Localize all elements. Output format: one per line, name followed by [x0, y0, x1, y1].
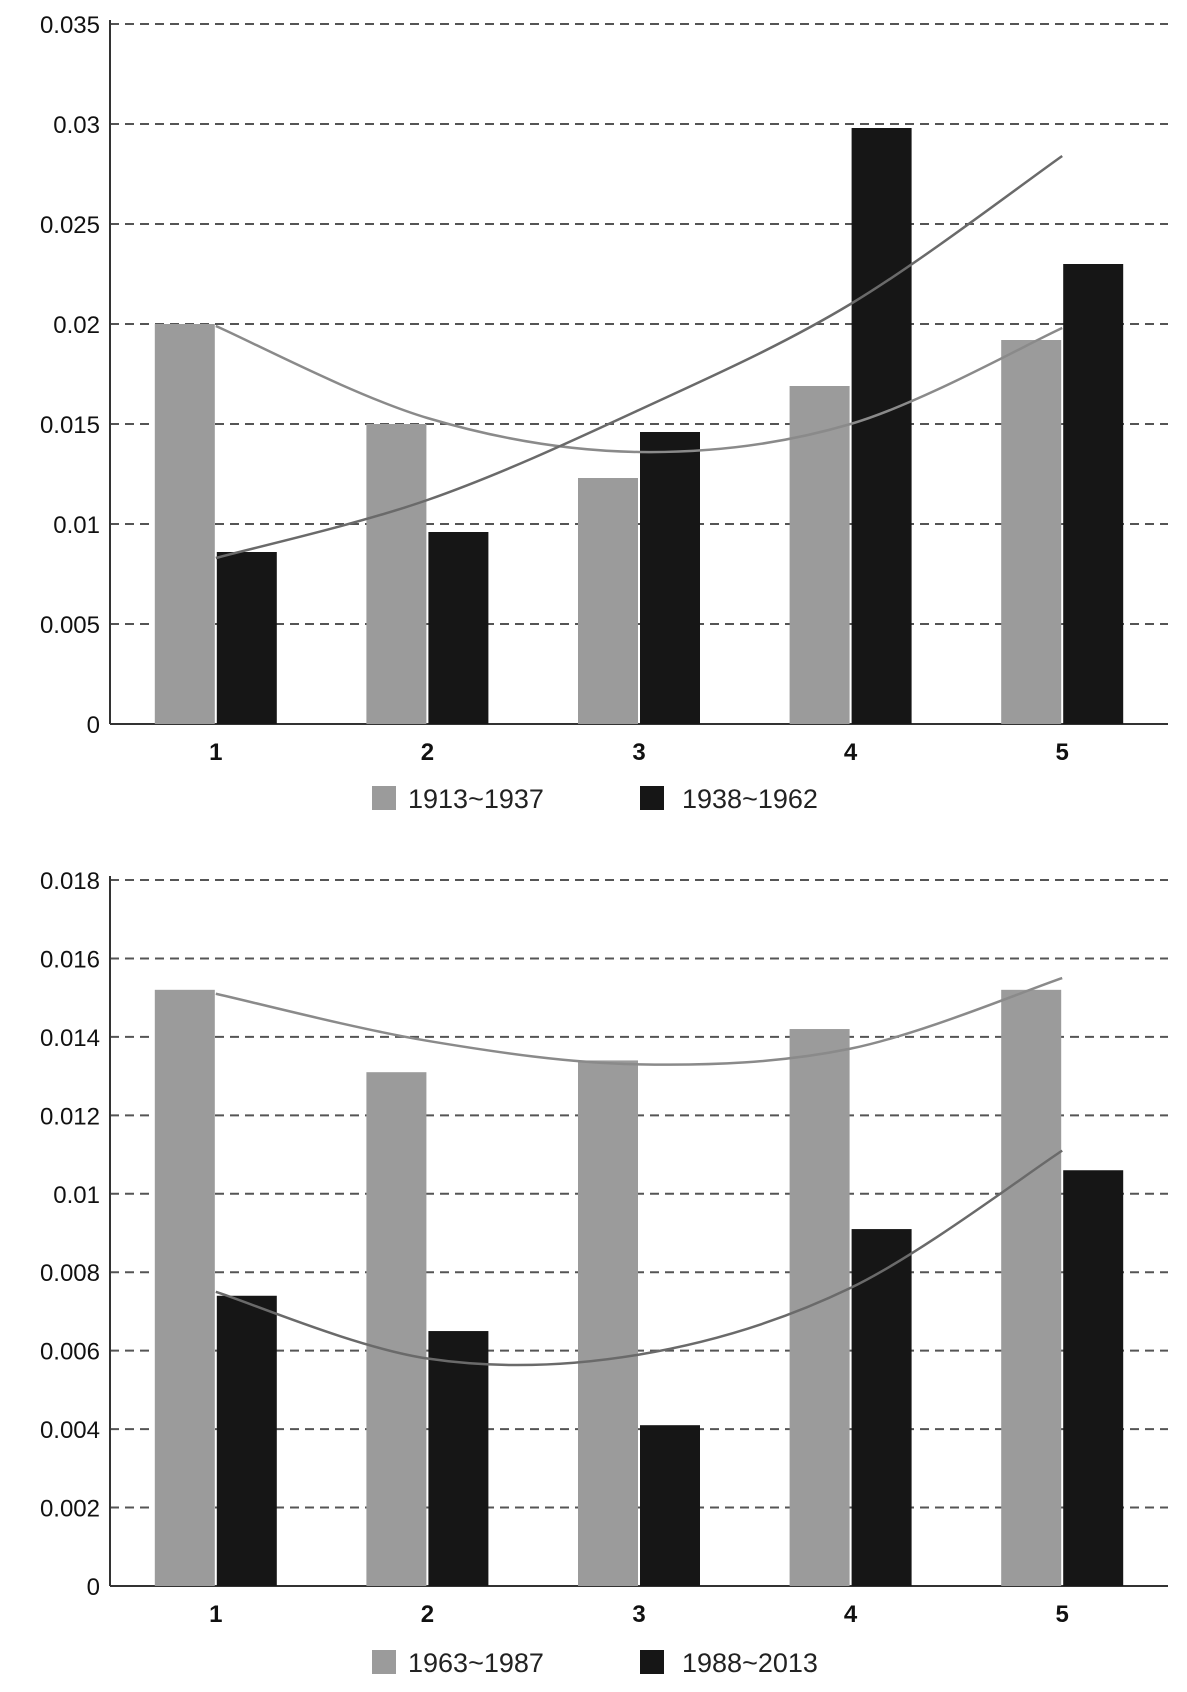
x-tick-label: 1 [209, 739, 222, 766]
legend-swatch-1 [372, 786, 396, 810]
bar-series-2-cat-4 [851, 1229, 912, 1586]
legend-label-2: 1988~2013 [682, 1648, 818, 1678]
bar-series-1-cat-2 [366, 1072, 427, 1586]
legend-label-2: 1938~1962 [682, 784, 818, 814]
bar-series-2-cat-1 [216, 552, 277, 724]
y-tick-label: 0.015 [40, 412, 100, 439]
y-tick-label: 0.004 [40, 1417, 100, 1444]
bar-series-2-cat-3 [640, 432, 700, 724]
y-tick-label: 0.03 [53, 112, 100, 139]
bar-series-2-cat-3 [640, 1425, 700, 1586]
chart-1: 0 0.005 0.01 0.015 0.02 0.025 0.03 0.035 1 2 3 4 5 19… [40, 12, 1168, 814]
trendline-1 [215, 324, 1063, 454]
y-tick-label: 0 [87, 1574, 100, 1601]
bar-series-2-cat-1 [216, 1295, 277, 1586]
legend-swatch-1 [372, 1650, 396, 1674]
bar-series-1-cat-4 [789, 1029, 850, 1586]
bar-series-1-cat-1 [154, 324, 215, 724]
bar-series-1-cat-2 [366, 424, 427, 724]
bar-series-1-cat-5 [1001, 340, 1062, 724]
legend-label-1: 1963~1987 [408, 1648, 544, 1678]
chart-2: 0 0.002 0.004 0.006 0.008 0.01 0.012 0.014 0.016… [40, 868, 1168, 1678]
y-tick-label: 0.02 [53, 312, 100, 339]
bar-series-2-cat-4 [851, 128, 912, 724]
bar-series-2-cat-2 [428, 532, 489, 724]
y-tick-label: 0.008 [40, 1260, 100, 1287]
x-tick-label: 4 [844, 739, 858, 766]
y-tick-label: 0.006 [40, 1339, 100, 1366]
x-tick-label: 3 [632, 739, 645, 766]
y-tick-label: 0.016 [40, 946, 100, 973]
y-tick-label: 0.025 [40, 212, 100, 239]
legend-swatch-2 [640, 1650, 664, 1674]
bar-series-1-cat-3 [578, 1060, 638, 1586]
trendline-2 [215, 154, 1063, 560]
y-tick-label: 0.01 [53, 1182, 100, 1209]
y-tick-label: 0.035 [40, 12, 100, 39]
x-tick-label: 4 [844, 1601, 858, 1628]
y-tick-label: 0.012 [40, 1103, 100, 1130]
y-tick-label: 0.005 [40, 612, 100, 639]
bar-series-1-cat-4 [789, 386, 850, 724]
x-tick-label: 5 [1056, 739, 1069, 766]
y-tick-label: 0.014 [40, 1025, 100, 1052]
x-tick-label: 1 [209, 1601, 222, 1628]
legend-swatch-2 [640, 786, 664, 810]
y-tick-label: 0.01 [53, 512, 100, 539]
legend-label-1: 1913~1937 [408, 784, 544, 814]
x-tick-label: 2 [421, 1601, 434, 1628]
y-tick-label: 0.002 [40, 1496, 100, 1523]
bar-series-2-cat-5 [1063, 264, 1124, 724]
x-tick-label: 5 [1056, 1601, 1069, 1628]
y-tick-label: 0 [87, 712, 100, 739]
trendline-2 [215, 1149, 1063, 1367]
bar-series-2-cat-2 [428, 1331, 489, 1586]
trendline-1 [215, 976, 1063, 1066]
bar-series-1-cat-1 [154, 989, 215, 1586]
x-tick-label: 2 [421, 739, 434, 766]
bar-series-2-cat-5 [1063, 1170, 1124, 1586]
bar-series-1-cat-3 [578, 478, 638, 724]
y-tick-label: 0.018 [40, 868, 100, 895]
bar-series-1-cat-5 [1001, 989, 1062, 1586]
x-tick-label: 3 [632, 1601, 645, 1628]
